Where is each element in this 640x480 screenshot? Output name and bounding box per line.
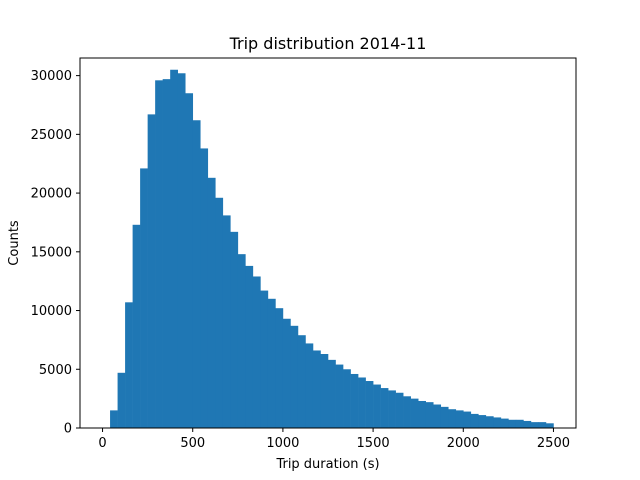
histogram-bar [170, 69, 178, 428]
histogram-bar [312, 350, 321, 428]
plot-frame [79, 57, 577, 429]
histogram-bar [358, 377, 366, 428]
histogram-bar [192, 120, 201, 428]
histogram-bar [207, 177, 216, 428]
y-tick-label: 15000 [31, 245, 72, 260]
histogram-bar [343, 369, 351, 428]
histogram-bar [470, 413, 479, 428]
histogram-bar [388, 390, 396, 428]
histogram-bar [403, 396, 411, 428]
histogram-bar [177, 73, 186, 429]
histogram-bar [282, 318, 291, 428]
histogram-bar [380, 388, 389, 428]
x-tick-label: 500 [180, 436, 205, 451]
x-tick-label: 2500 [537, 436, 570, 451]
x-tick-label: 1500 [357, 436, 390, 451]
histogram-bar [463, 411, 472, 428]
histogram-bar [530, 422, 539, 428]
histogram-bar [252, 276, 261, 428]
histogram-bar [545, 423, 554, 428]
bars-layer [110, 69, 554, 429]
y-axis-label: Counts [7, 220, 22, 266]
histogram-bar [155, 80, 163, 428]
histogram-bar [515, 419, 524, 428]
histogram-bar [140, 168, 148, 428]
histogram-bar [455, 410, 464, 428]
histogram-bar [433, 404, 442, 428]
x-axis-label: Trip duration (s) [275, 457, 379, 472]
histogram-bar [200, 148, 209, 428]
y-tick-label: 5000 [39, 363, 72, 378]
histogram-bar [290, 325, 299, 428]
histogram-bar [215, 197, 224, 428]
histogram-bar [245, 265, 254, 428]
histogram-bar [297, 335, 306, 428]
histogram-bar [410, 398, 419, 428]
histogram-bar [365, 381, 374, 428]
histogram-bar [508, 419, 517, 428]
histogram-bar [117, 372, 126, 428]
histogram-bar [448, 409, 457, 428]
histogram-bar [230, 231, 239, 428]
histogram-bar [275, 308, 284, 428]
x-tick-label: 1000 [266, 436, 299, 451]
histogram-bar [237, 254, 246, 428]
histogram-bar [260, 290, 269, 428]
y-tick-label: 25000 [31, 128, 72, 143]
x-tick-label: 0 [98, 436, 106, 451]
histogram-bar [418, 400, 426, 428]
histogram-bar [267, 298, 276, 428]
histogram-bar [132, 224, 141, 428]
histogram-bar [478, 415, 487, 428]
histogram-bar [350, 373, 359, 428]
histogram-bar [335, 364, 344, 428]
histogram-bar [440, 406, 449, 428]
y-tick-label: 20000 [31, 187, 72, 202]
y-tick-label: 10000 [31, 304, 72, 319]
histogram-bar [185, 93, 194, 429]
histogram-bar [425, 402, 434, 428]
histogram-bar [147, 114, 156, 428]
histogram-bar [395, 392, 404, 428]
x-tick-label: 2000 [447, 436, 480, 451]
histogram-bar [162, 79, 171, 428]
histogram-bar [222, 215, 231, 428]
y-tick-label: 0 [64, 422, 72, 437]
histogram-bar [320, 354, 329, 428]
y-axis: 0 5000 10000 15000 20000 25000 30000 [31, 69, 80, 437]
histogram-bar [538, 422, 547, 428]
histogram-bar [110, 410, 118, 428]
histogram-bar [328, 359, 336, 428]
chart-title: Trip distribution 2014-11 [229, 34, 427, 53]
histogram-bar [493, 417, 502, 428]
histogram-bar [500, 418, 509, 428]
y-tick-label: 30000 [31, 69, 72, 84]
histogram-bar [485, 416, 494, 428]
histogram-bar [523, 420, 532, 428]
histogram-bar [373, 384, 381, 428]
x-axis: 0 500 1000 1500 2000 2500 [98, 428, 570, 451]
histogram-bar [305, 343, 314, 428]
histogram-bar [125, 302, 133, 428]
